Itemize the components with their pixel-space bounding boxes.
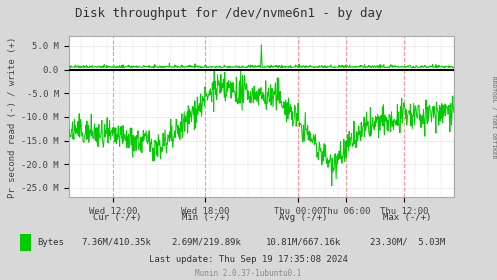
Text: Cur (-/+): Cur (-/+): [92, 213, 141, 222]
Text: 23.30M/  5.03M: 23.30M/ 5.03M: [370, 238, 445, 247]
Text: 10.81M/667.16k: 10.81M/667.16k: [265, 238, 341, 247]
Y-axis label: Pr second read (-) / write (+): Pr second read (-) / write (+): [8, 36, 17, 197]
Text: 2.69M/219.89k: 2.69M/219.89k: [171, 238, 241, 247]
Text: Disk throughput for /dev/nvme6n1 - by day: Disk throughput for /dev/nvme6n1 - by da…: [75, 7, 382, 20]
Text: 7.36M/410.35k: 7.36M/410.35k: [82, 238, 152, 247]
Text: Bytes: Bytes: [37, 238, 64, 247]
Text: Last update: Thu Sep 19 17:35:08 2024: Last update: Thu Sep 19 17:35:08 2024: [149, 255, 348, 264]
Text: Avg (-/+): Avg (-/+): [279, 213, 328, 222]
Text: Min (-/+): Min (-/+): [182, 213, 231, 222]
Text: Munin 2.0.37-1ubuntu0.1: Munin 2.0.37-1ubuntu0.1: [195, 269, 302, 278]
Text: Max (-/+): Max (-/+): [383, 213, 432, 222]
Text: RRDTOOL / TOBI OETIKER: RRDTOOL / TOBI OETIKER: [491, 76, 496, 159]
